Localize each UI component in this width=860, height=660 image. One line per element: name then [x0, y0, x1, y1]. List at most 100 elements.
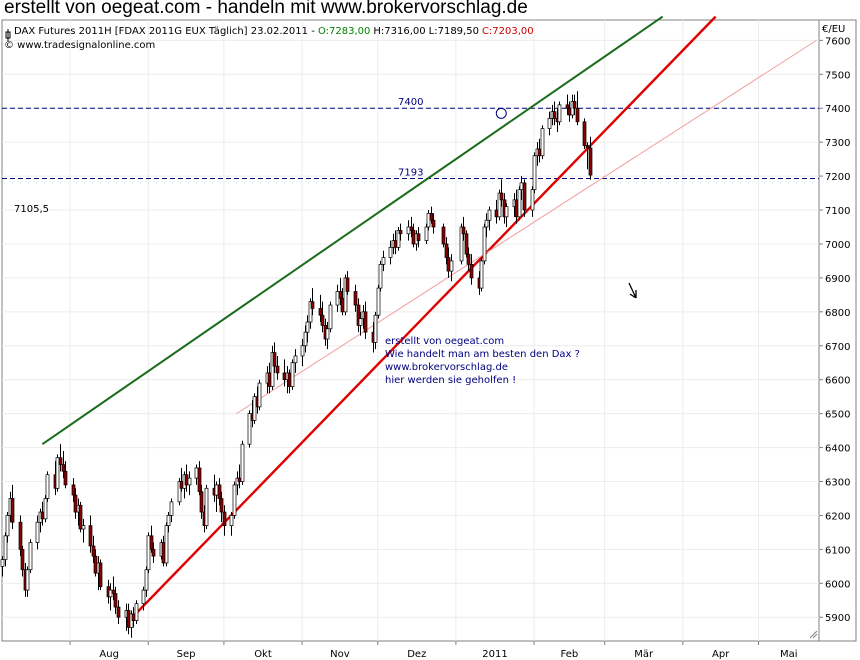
candle [257, 379, 262, 411]
candle-body [522, 182, 527, 211]
candle-body [303, 331, 308, 347]
candle [484, 213, 489, 238]
candle-body [517, 189, 522, 218]
candle [98, 559, 103, 591]
candle [310, 288, 315, 316]
candle [45, 471, 50, 502]
candle [169, 498, 174, 523]
y-axis-ticks: 5900 6000 6100 6200 6300 6400 6500 6600 6700 6800… [819, 36, 850, 624]
y-tick-label: 6500 [825, 410, 850, 421]
candle-body [340, 297, 345, 313]
candle [252, 393, 257, 424]
candle-body [290, 362, 295, 387]
y-tick-label: 6400 [825, 444, 850, 455]
candle-body [487, 209, 492, 221]
candle-body [0, 559, 5, 567]
candle [582, 118, 587, 149]
svg-text:DAX Futures 2011H [FDAX 2011G: DAX Futures 2011H [FDAX 2011G EUX Täglic… [14, 26, 534, 37]
candle [325, 322, 330, 350]
candle-body [10, 498, 15, 523]
y-tick-label: 7300 [825, 138, 850, 149]
candle-body [429, 213, 434, 221]
candle [3, 532, 8, 567]
candle [134, 600, 139, 625]
candle-body [378, 263, 383, 289]
candle [10, 484, 15, 530]
candle [585, 142, 590, 170]
level-lines: 7400 7193 7105,5 [2, 97, 819, 215]
header-open: O:7283,00 [318, 26, 370, 37]
candle [557, 101, 562, 126]
candle [388, 240, 393, 265]
header-close: C:7203,00 [482, 26, 534, 37]
x-tick-label: 2011 [482, 649, 507, 660]
candle-body [461, 226, 466, 235]
grid [2, 20, 819, 641]
candle [43, 495, 48, 523]
candle-body [565, 104, 570, 109]
candle [18, 515, 23, 557]
candle-body [222, 511, 227, 526]
header-high: H:7316,00 [373, 26, 425, 37]
candle-body [287, 372, 292, 387]
resize-grip-icon[interactable] [809, 630, 818, 639]
candle-body [43, 498, 48, 520]
candle-body [431, 219, 436, 228]
candle-body [134, 603, 139, 621]
candle [398, 223, 403, 241]
candle-body [325, 328, 330, 340]
candle [272, 342, 277, 373]
candle-body [247, 413, 252, 445]
candle [363, 301, 368, 339]
candle [358, 311, 363, 336]
candle-body [91, 545, 96, 557]
candle [144, 566, 149, 597]
candle-body [381, 257, 386, 265]
candle-body [305, 321, 310, 333]
candle-body [575, 107, 580, 123]
candle-body [547, 118, 552, 129]
candle [431, 213, 436, 234]
candle [219, 491, 224, 523]
candle-body [353, 291, 358, 306]
candle-body [55, 457, 60, 489]
candle-body [582, 121, 587, 146]
candle [166, 512, 171, 533]
candle-body [469, 263, 474, 279]
candle [247, 410, 252, 448]
candle-body [441, 226, 446, 245]
candle-body [540, 128, 545, 157]
candle-body [398, 230, 403, 235]
candle [464, 230, 469, 258]
candle-body [71, 484, 76, 496]
candle-body [45, 474, 50, 499]
page-title: erstellt von oegeat.com - handeln mit ww… [4, 0, 528, 18]
candle-body [25, 569, 30, 591]
candle-body [537, 148, 542, 157]
candle-body [20, 549, 25, 571]
candle-body [466, 253, 471, 265]
candle-body [572, 101, 577, 109]
candle-body [585, 145, 590, 149]
candle-body [194, 467, 199, 479]
candle-body [18, 521, 23, 550]
header-low: L:7189,50 [429, 26, 479, 37]
candle [88, 515, 93, 553]
candle [466, 247, 471, 272]
y-tick-label: 6300 [825, 478, 850, 489]
candle [5, 512, 10, 543]
candle [204, 484, 209, 530]
candle-body [81, 525, 86, 530]
header-copyright: © www.tradesignalonline.com [4, 40, 155, 51]
candle [197, 461, 202, 496]
candle [55, 454, 60, 492]
candle [461, 216, 466, 241]
candle [240, 440, 245, 485]
candle-body [88, 525, 93, 547]
trendline-long-trend [236, 39, 817, 415]
candle [381, 250, 386, 272]
candle [376, 284, 381, 319]
candle-body [393, 240, 398, 248]
candle [482, 223, 487, 265]
